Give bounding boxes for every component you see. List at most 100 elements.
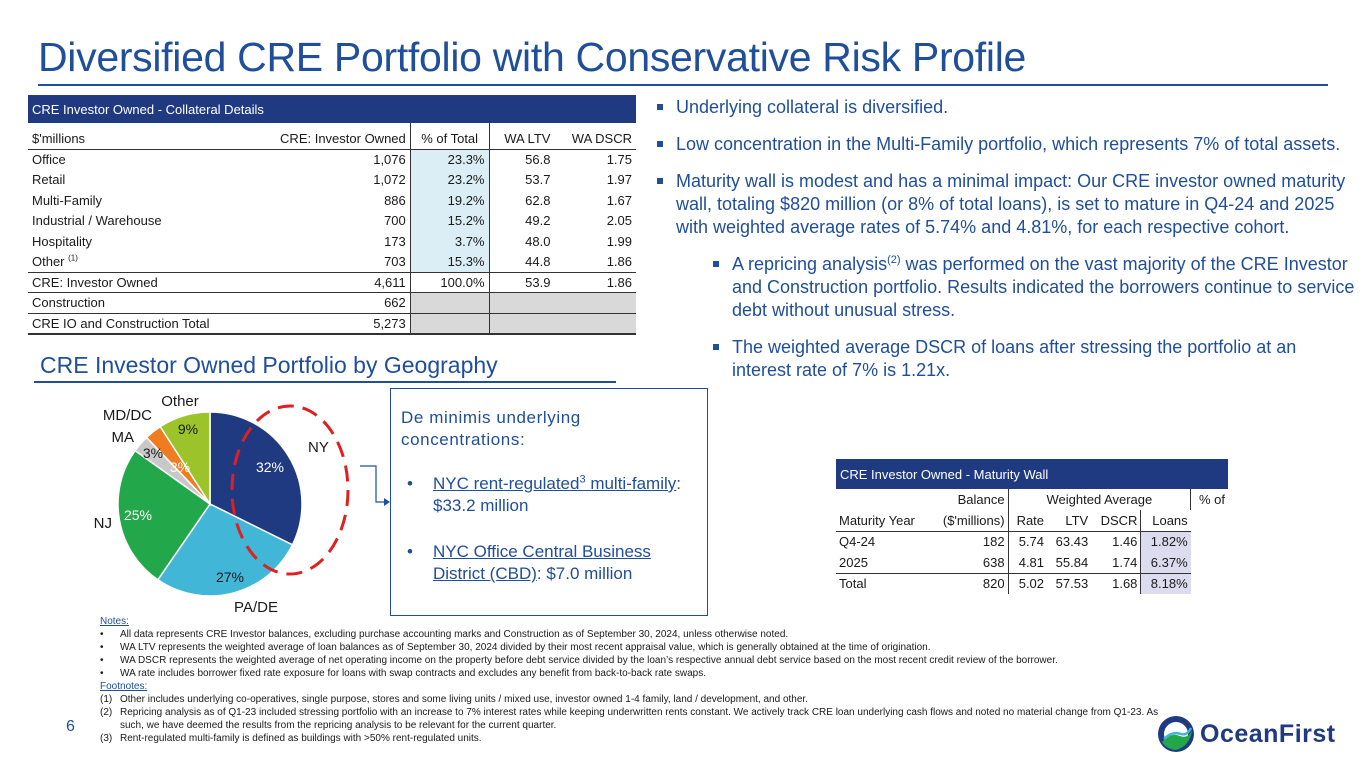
grand-total-label: CRE IO and Construction Total <box>28 312 250 335</box>
maturity-ltv: 55.84 <box>1055 554 1089 570</box>
row-ltv: 53.7 <box>525 172 551 188</box>
bullet-icon: • <box>100 642 104 653</box>
title-divider <box>38 84 1328 86</box>
maturity-rate: 5.74 <box>1007 531 1048 552</box>
collateral-row: Industrial / Warehouse 700 15.2% 49.2 2.05 <box>28 210 636 231</box>
row-amount: 1,076 <box>373 152 406 167</box>
rent-regulated-value: : $33.2 million <box>433 474 681 515</box>
callout-item-rent-regulated: • NYC rent-regulated3 multi-family: $33.… <box>401 473 707 517</box>
pie-slice-other <box>159 411 211 507</box>
row-amount: 886 <box>384 192 406 208</box>
pie-value-label: 25% <box>124 507 152 523</box>
square-bullet-icon <box>657 141 663 147</box>
col-units: $'millions <box>28 123 250 150</box>
total-ltv: 53.9 <box>489 271 555 293</box>
row-pct: 23.2% <box>409 169 490 190</box>
maturity-row: 2025 638 4.81 55.84 1.74 6.37% <box>836 552 1228 573</box>
total-amount: 4,611 <box>249 271 411 293</box>
maturity-row: Q4-24 182 5.74 63.43 1.46 1.82% <box>836 531 1228 552</box>
collateral-row: Retail 1,072 23.2% 53.7 1.97 <box>28 169 636 190</box>
pie-value-label: 9% <box>178 421 198 437</box>
col-rate: Rate <box>1007 510 1048 532</box>
footnote-item: (3) Rent-regulated multi-family is define… <box>100 733 482 744</box>
grand-total-amount: 5,273 <box>249 312 411 335</box>
note-item: • All data represents CRE Investor balanc… <box>100 629 789 640</box>
page-title: Diversified CRE Portfolio with Conservat… <box>38 34 1027 80</box>
maturity-total-rate: 5.02 <box>1007 572 1048 594</box>
maturity-year: 2025 <box>839 554 868 570</box>
maturity-ltv: 63.43 <box>1055 534 1089 550</box>
construction-label: Construction <box>28 292 250 313</box>
row-ltv: 62.8 <box>525 192 551 208</box>
col-pct-total: % of Total <box>409 123 490 150</box>
row-pct: 19.2% <box>409 190 490 211</box>
col-wa-dscr: WA DSCR <box>554 123 636 150</box>
logo-wordmark: OceanFirst <box>1200 720 1336 748</box>
pie-slice-nj <box>117 449 212 581</box>
point-multifamily: Low concentration in the Multi-Family po… <box>656 133 1356 156</box>
maturity-total-ltv: 57.53 <box>1047 572 1092 594</box>
construction-amount: 662 <box>249 292 411 313</box>
row-label: Multi-Family <box>32 192 103 208</box>
pie-value-label: 3% <box>170 459 190 475</box>
pie-category-label: MA <box>112 429 135 446</box>
geography-pie-chart: 32% NY 27% PA/DE 25% NJ 3% MA 3% MD/DC 9% Other <box>94 393 390 616</box>
pie-category-label: NY <box>308 439 329 456</box>
maturity-balance: 182 <box>982 534 1005 550</box>
total-dscr: 1.86 <box>554 271 636 293</box>
callout-connector <box>360 465 386 503</box>
note-item: • WA rate includes borrower fixed rate ex… <box>100 668 707 679</box>
square-bullet-icon <box>713 261 719 267</box>
row-ltv: 56.8 <box>525 152 551 167</box>
ny-highlight-ellipse <box>230 404 350 576</box>
row-ltv: 49.2 <box>525 213 551 229</box>
concentration-callout: De minimis underlying concentrations: • … <box>390 388 708 616</box>
bullet-icon: • <box>407 542 413 561</box>
maturity-total-balance: 820 <box>929 572 1009 594</box>
footnote-item: (1) Other includes underlying co-operativ… <box>100 694 808 705</box>
point-maturity-wall: Maturity wall is modest and has a minima… <box>656 170 1356 239</box>
grand-total-ratio-blank <box>489 312 636 335</box>
notes-section: Notes: • All data represents CRE Investor… <box>100 615 1160 745</box>
row-pct: 15.3% <box>409 251 490 272</box>
maturity-loans: 6.37% <box>1140 552 1191 573</box>
square-bullet-icon <box>713 344 719 350</box>
maturity-dscr: 1.46 <box>1112 534 1138 550</box>
maturity-total-loans: 8.18% <box>1140 572 1191 594</box>
row-dscr: 1.67 <box>606 192 632 208</box>
row-dscr: 1.99 <box>606 233 632 249</box>
maturity-year: Q4-24 <box>839 534 876 550</box>
office-cbd-link[interactable]: NYC Office Central Business District (CB… <box>433 542 651 583</box>
col-wa-ltv: WA LTV <box>489 123 555 150</box>
collateral-row: Multi-Family 886 19.2% 62.8 1.67 <box>28 190 636 211</box>
pie-category-label: MD/DC <box>103 407 152 424</box>
square-bullet-icon <box>657 104 663 110</box>
col-dscr: DSCR <box>1091 510 1141 532</box>
row-amount: 1,072 <box>373 172 406 188</box>
row-label: Office <box>32 152 66 167</box>
row-pct: 23.3% <box>409 149 490 170</box>
construction-pct-blank <box>409 292 490 313</box>
col-maturity-year: Maturity Year <box>836 510 930 532</box>
col-loans: Loans <box>1140 510 1191 532</box>
col-balance: Balance <box>957 492 1005 507</box>
rent-regulated-link[interactable]: NYC rent-regulated3 multi-family <box>433 473 677 493</box>
row-dscr: 1.97 <box>606 172 632 188</box>
row-label: Industrial / Warehouse <box>32 213 162 229</box>
row-label: Retail <box>32 172 66 188</box>
row-label: Hospitality <box>32 233 92 249</box>
collateral-row: Other (1) 703 15.3% 44.8 1.86 <box>28 251 636 272</box>
row-amount: 703 <box>384 254 406 269</box>
col-pct-of: % of <box>1190 489 1228 510</box>
row-amount: 173 <box>384 233 406 249</box>
bullet-icon: • <box>407 474 413 493</box>
bullet-icon: • <box>100 668 104 679</box>
note-item: • WA DSCR represents the weighted average… <box>100 655 1058 666</box>
maturity-total-dscr: 1.68 <box>1091 572 1141 594</box>
maturity-dscr: 1.74 <box>1112 554 1138 570</box>
callout-intro: De minimis underlying concentrations: <box>401 408 581 449</box>
row-ltv: 48.0 <box>525 233 551 249</box>
maturity-table: CRE Investor Owned - Maturity Wall Balan… <box>836 459 1228 594</box>
geography-divider <box>34 381 616 383</box>
bullet-icon: • <box>100 629 104 640</box>
